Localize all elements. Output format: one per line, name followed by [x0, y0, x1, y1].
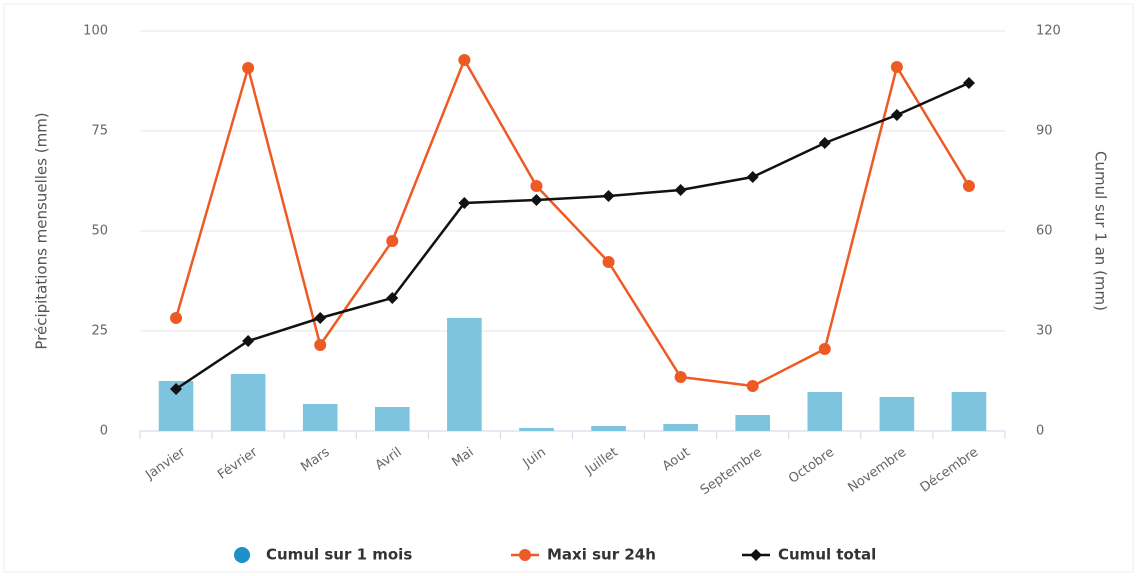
y-tick-label: 0	[100, 424, 108, 439]
marker	[314, 339, 327, 351]
bar	[591, 426, 626, 431]
y2-axis-title: Cumul sur 1 an (mm)	[1092, 151, 1110, 311]
marker	[458, 54, 471, 66]
line	[174, 57, 971, 388]
bar	[447, 318, 482, 431]
bar	[879, 397, 915, 431]
marker	[602, 256, 615, 268]
marker	[242, 335, 255, 347]
marker	[242, 62, 255, 74]
legend-symbol	[519, 549, 531, 561]
marker	[386, 235, 399, 247]
legend-symbol	[750, 549, 762, 561]
marker	[962, 180, 975, 192]
marker	[746, 171, 759, 183]
y-tick-label: 25	[91, 324, 108, 339]
marker	[530, 194, 543, 206]
marker	[674, 371, 687, 383]
marker	[602, 190, 615, 202]
marker	[818, 137, 831, 149]
marker	[170, 383, 183, 395]
line	[175, 81, 970, 391]
marker	[746, 380, 759, 392]
marker	[458, 197, 471, 209]
y2-tick-label: 60	[1036, 224, 1053, 239]
marker	[962, 77, 975, 89]
bar	[951, 392, 987, 431]
y-tick-label: 75	[91, 124, 108, 139]
y-axis-title: Précipitations mensuelles (mm)	[33, 112, 51, 349]
chart-frame	[3, 3, 1134, 573]
marker	[530, 180, 543, 192]
marker	[818, 343, 831, 355]
bar	[735, 415, 771, 431]
marker	[314, 312, 327, 324]
marker	[890, 61, 903, 73]
bar	[230, 374, 266, 431]
marker	[890, 109, 903, 121]
legend-label: Cumul sur 1 mois	[266, 546, 412, 564]
marker	[170, 312, 183, 324]
marker	[386, 292, 399, 304]
legend-label: Maxi sur 24h	[547, 546, 656, 564]
bar	[374, 407, 410, 431]
marker	[674, 184, 687, 196]
y2-tick-label: 0	[1036, 424, 1044, 439]
y2-tick-label: 30	[1036, 324, 1053, 339]
bar	[663, 424, 698, 431]
y2-tick-label: 120	[1036, 24, 1061, 39]
legend-label: Cumul total	[778, 546, 876, 564]
y-tick-label: 100	[83, 24, 108, 39]
y-tick-label: 50	[91, 224, 108, 239]
bar	[807, 392, 843, 431]
legend-symbol	[234, 547, 250, 563]
y2-tick-label: 90	[1036, 124, 1053, 139]
bar	[302, 404, 338, 431]
bar	[519, 428, 554, 431]
